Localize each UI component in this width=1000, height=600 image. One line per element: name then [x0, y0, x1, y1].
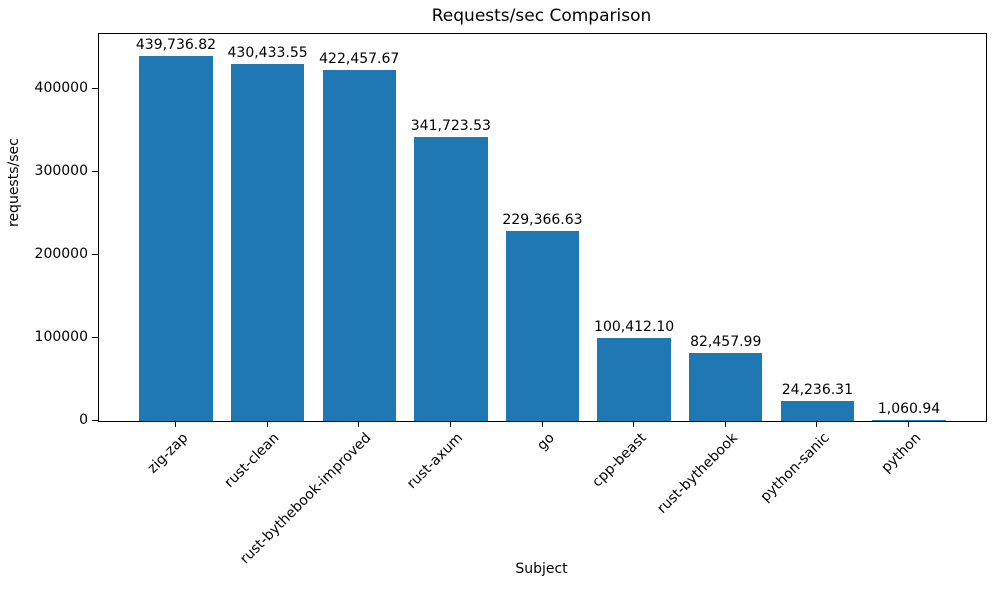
- y-tick-label: 0: [79, 412, 88, 428]
- bar-value-label: 1,060.94: [877, 401, 941, 417]
- y-tick-label: 200000: [34, 246, 88, 262]
- x-tick-label-go: go: [534, 430, 558, 454]
- x-axis-title: Subject: [515, 561, 568, 577]
- x-tick-label-cpp-beast: cpp-beast: [589, 430, 650, 491]
- bar-value-label: 422,457.67: [319, 51, 400, 67]
- bar-cpp-beast: [597, 338, 671, 421]
- bar-rust-bythebook: [689, 353, 763, 421]
- x-tick-mark: [266, 421, 268, 427]
- bar-zig-zap: [139, 56, 213, 421]
- x-tick-label-python: python: [878, 430, 925, 476]
- x-tick-label-zig-zap: zig-zap: [144, 430, 192, 477]
- bar-rust-axum: [414, 137, 488, 421]
- x-tick-mark: [174, 421, 176, 427]
- x-tick-label-rust-axum: rust-axum: [404, 430, 467, 493]
- bar-value-label: 82,457.99: [690, 334, 762, 350]
- y-tick-mark: [92, 171, 98, 172]
- bar-rust-bythebook-improved: [322, 70, 396, 421]
- y-tick-label: 400000: [34, 80, 88, 96]
- y-tick-mark: [92, 88, 98, 89]
- x-tick-mark: [449, 421, 451, 427]
- bar-value-label: 341,723.53: [410, 118, 491, 134]
- bar-python-sanic: [780, 401, 855, 421]
- bar-value-label: 430,433.55: [227, 45, 308, 61]
- plot-area: 439,736.82 430,433.55 422,457.67 341,723.53…: [98, 33, 987, 422]
- x-tick-mark: [816, 421, 818, 427]
- x-tick-mark: [358, 421, 360, 427]
- x-tick-mark: [724, 421, 726, 427]
- x-tick-label-python-sanic: python-sanic: [757, 430, 833, 506]
- y-tick-label: 300000: [34, 163, 88, 179]
- bar-value-label: 439,736.82: [135, 37, 217, 53]
- y-tick-mark: [92, 254, 98, 255]
- bar-python: [872, 420, 946, 421]
- x-tick-mark: [541, 421, 543, 427]
- bar-value-label: 100,412.10: [594, 319, 675, 335]
- x-tick-label-rust-bythebook: rust-bythebook: [654, 430, 742, 517]
- x-tick-mark: [633, 421, 635, 427]
- bar-go: [505, 231, 580, 421]
- bar-value-label: 24,236.31: [781, 382, 854, 398]
- x-tick-mark: [908, 421, 910, 427]
- chart-title: Requests/sec Comparison: [431, 6, 652, 26]
- x-tick-label-rust-clean: rust-clean: [222, 430, 283, 491]
- y-tick-mark: [92, 337, 98, 338]
- bar-value-label: 229,366.63: [502, 212, 583, 228]
- bar-rust-clean: [230, 64, 305, 421]
- y-tick-label: 100000: [34, 329, 88, 345]
- y-axis-title: requests/sec: [6, 138, 22, 227]
- y-tick-mark: [92, 420, 98, 421]
